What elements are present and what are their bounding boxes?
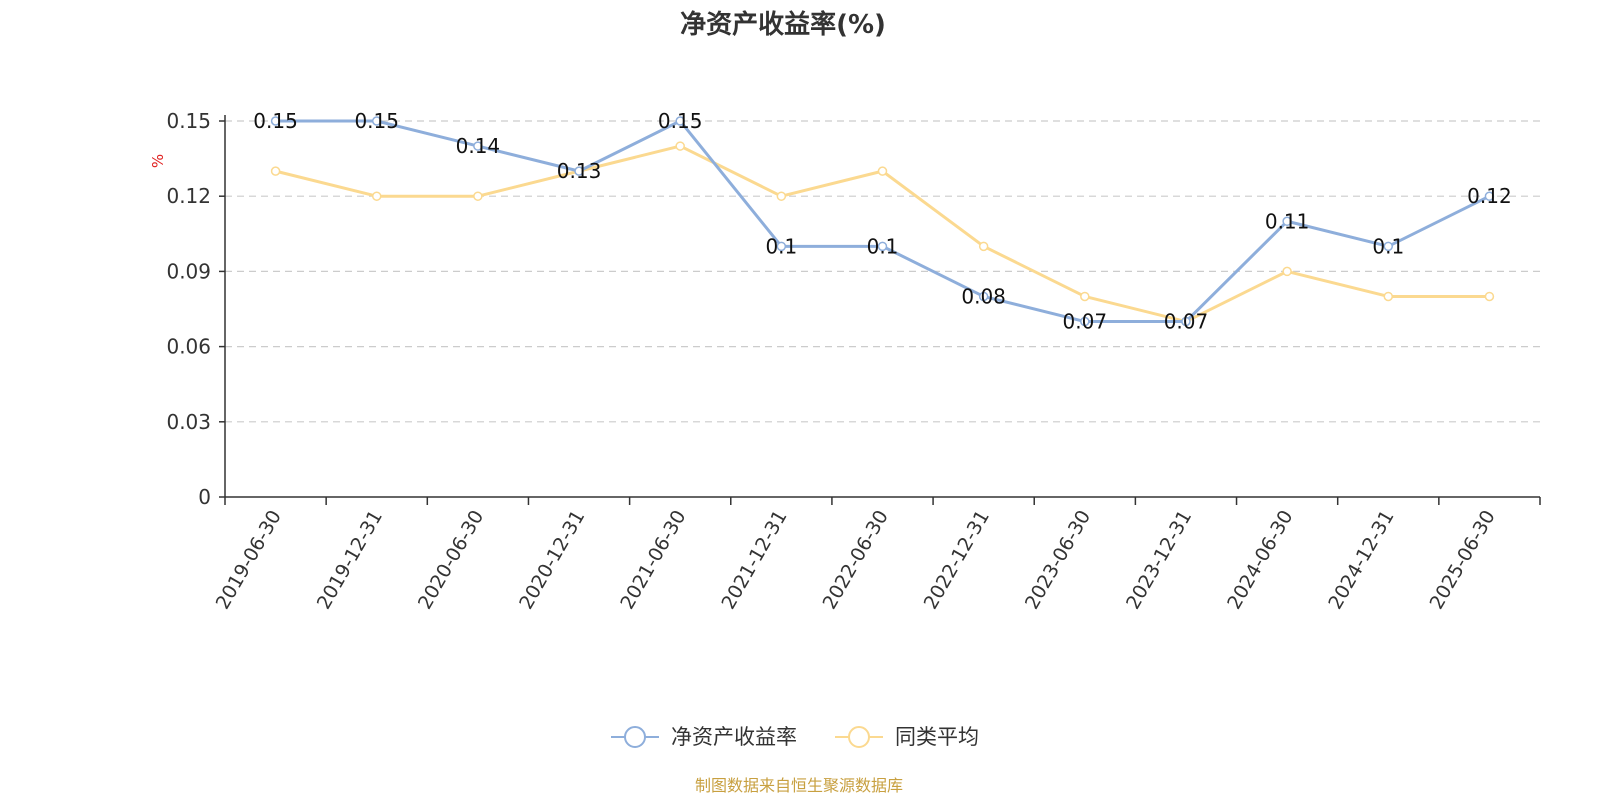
y-tick-label: 0.03 [166, 410, 211, 434]
data-point [270, 166, 281, 176]
y-tick-label: 0.06 [166, 335, 211, 359]
data-label: 0.1 [765, 234, 797, 258]
data-point [675, 116, 685, 126]
data-labels: 0.15 0.15 0.14 0.13 0.15 0.1 0.1 0.08 0.07 0.07 0.… [253, 109, 1511, 334]
data-point [473, 141, 483, 151]
data-point [371, 116, 382, 126]
x-tick-label: 2022-12-31 [920, 506, 994, 613]
series-lines [270, 116, 1495, 327]
x-tick-label: 2022-06-30 [819, 507, 893, 614]
data-point [877, 166, 888, 176]
data-label: 0.1 [1372, 234, 1404, 258]
data-label: 0.08 [961, 284, 1006, 308]
legend-item-peer-average[interactable]: 同类平均 [835, 725, 979, 749]
data-label: 0.07 [1063, 310, 1108, 334]
x-tick-label: 2023-06-30 [1021, 507, 1095, 614]
x-tick-label: 2023-12-31 [1122, 507, 1196, 614]
y-tick-label: 0 [198, 485, 211, 509]
y-tick-label: 0.12 [166, 184, 211, 208]
data-point [1080, 316, 1090, 327]
x-tick-label: 2019-06-30 [212, 507, 286, 614]
data-label: 0.13 [557, 159, 602, 183]
data-point [877, 241, 888, 252]
axes: 0 0.03 0.06 0.09 0.12 0.15 2019-06-30 2019-12-3… [166, 109, 1541, 614]
legend-marker-peer-average [848, 726, 870, 748]
legend[interactable]: 净资产收益率 同类平均 [611, 725, 979, 749]
data-point [1484, 191, 1495, 201]
data-point [776, 191, 787, 201]
data-label: 0.14 [456, 134, 501, 158]
data-point [1282, 266, 1292, 277]
data-point [1181, 316, 1191, 327]
y-axis-unit-label: % [149, 154, 167, 168]
data-point [270, 116, 281, 126]
data-point [1383, 291, 1394, 302]
x-tick-label: 2021-12-31 [717, 507, 791, 614]
x-tick-label: 2021-06-30 [616, 507, 690, 614]
data-label: 0.07 [1164, 310, 1209, 334]
x-tick-label: 2019-12-31 [313, 507, 387, 614]
data-point [1383, 241, 1394, 252]
data-source-note: 制图数据来自恒生聚源数据库 [695, 776, 903, 795]
data-point [776, 241, 787, 252]
data-point [574, 166, 584, 176]
grid-lines [225, 120, 1540, 423]
legend-marker-roe [624, 726, 646, 748]
x-tick-label: 2020-12-31 [515, 507, 589, 614]
data-point [978, 291, 989, 302]
data-point [473, 191, 483, 201]
x-tick-label: 2024-12-31 [1324, 507, 1398, 614]
data-point [1484, 291, 1495, 302]
data-label: 0.11 [1265, 209, 1310, 233]
data-point [1282, 216, 1292, 227]
legend-label-roe: 净资产收益率 [671, 725, 797, 749]
data-label: 0.1 [867, 234, 899, 258]
data-point [978, 241, 989, 252]
y-tick-label: 0.09 [166, 259, 211, 283]
x-tick-label: 2025-06-30 [1425, 507, 1499, 614]
legend-label-peer-average: 同类平均 [895, 725, 979, 749]
data-label: 0.15 [658, 109, 703, 133]
y-tick-label: 0.15 [166, 109, 211, 133]
data-point [675, 141, 685, 151]
data-label: 0.15 [253, 109, 298, 133]
data-label: 0.12 [1467, 184, 1512, 208]
data-point [1080, 291, 1090, 302]
x-tick-label: 2024-06-30 [1223, 507, 1297, 614]
chart-title: 净资产收益率(%) [680, 9, 886, 40]
x-tick-label: 2020-06-30 [414, 507, 488, 614]
data-label: 0.15 [354, 109, 399, 133]
legend-item-roe[interactable]: 净资产收益率 [611, 725, 797, 749]
data-point [371, 191, 382, 201]
